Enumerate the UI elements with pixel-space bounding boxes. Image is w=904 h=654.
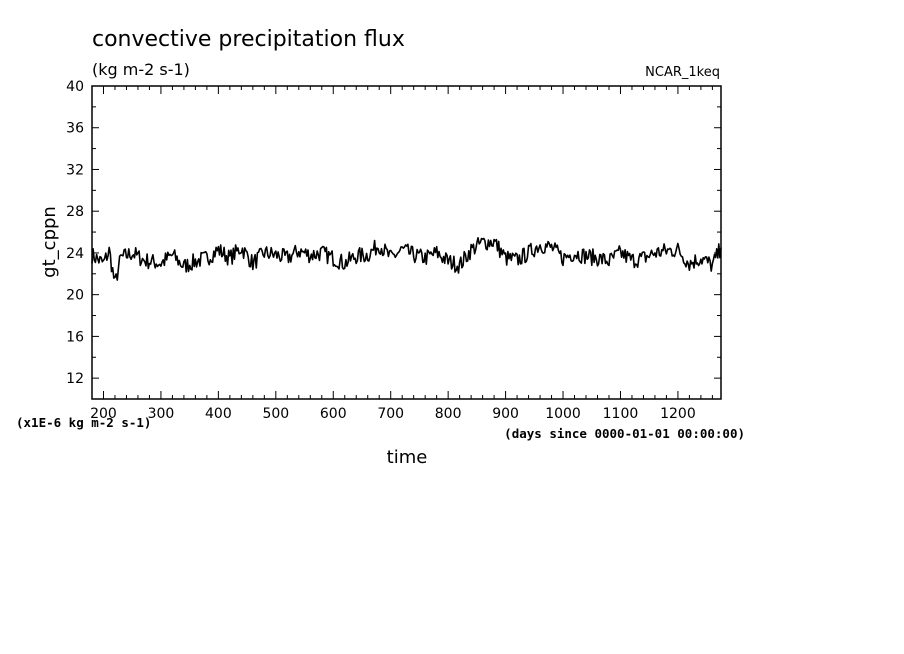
x-axis-label: time — [387, 447, 428, 468]
y-tick-label: 36 — [66, 121, 84, 137]
series-line-gt_cppn — [91, 237, 722, 281]
dataset-label: NCAR_1keq — [645, 65, 720, 80]
x-tick-label: 400 — [205, 406, 232, 422]
y-scale-note: (x1E-6 kg m-2 s-1) — [16, 415, 151, 430]
x-tick-label: 1000 — [545, 406, 581, 422]
y-tick-label: 16 — [66, 329, 84, 345]
x-units-label: (days since 0000-01-01 00:00:00) — [504, 426, 745, 441]
x-tick-label: 1100 — [603, 406, 639, 422]
x-tick-label: 500 — [262, 406, 289, 422]
units-label: (kg m-2 s-1) — [92, 60, 190, 79]
y-tick-label: 12 — [66, 371, 84, 387]
y-tick-label: 24 — [66, 246, 84, 262]
x-tick-label: 1200 — [660, 406, 696, 422]
x-tick-label: 600 — [320, 406, 347, 422]
x-tick-label: 900 — [492, 406, 519, 422]
axis-ticks — [91, 85, 721, 400]
x-tick-label: 200 — [90, 406, 117, 422]
y-tick-label: 28 — [66, 204, 84, 220]
y-axis-label: gt_cppn — [39, 206, 60, 278]
x-tick-label: 700 — [377, 406, 404, 422]
x-tick-label: 800 — [435, 406, 462, 422]
axis-tick-labels: 200 300 400 500 600 700 800 900 1000 1100 1200 12 16… — [66, 79, 696, 422]
plot-frame — [91, 85, 722, 400]
chart-title: convective precipitation flux — [92, 27, 405, 52]
series-layer — [91, 237, 722, 281]
y-tick-label: 20 — [66, 288, 84, 304]
x-tick-label: 300 — [148, 406, 175, 422]
y-tick-label: 32 — [66, 162, 84, 178]
y-tick-label: 40 — [66, 79, 84, 95]
